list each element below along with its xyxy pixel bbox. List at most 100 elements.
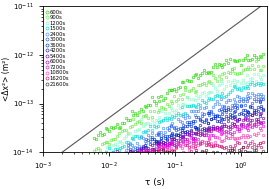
6000s xyxy=(243,118,246,121)
600s xyxy=(219,64,222,66)
3000s xyxy=(262,98,265,101)
21600s xyxy=(195,151,198,153)
900s xyxy=(226,71,230,73)
4200s xyxy=(93,173,96,175)
900s xyxy=(254,60,257,62)
1500s xyxy=(262,83,265,85)
3600s xyxy=(93,169,96,172)
6000s xyxy=(228,128,232,130)
3000s xyxy=(195,116,198,118)
3600s xyxy=(226,108,230,110)
Line: 2400s: 2400s xyxy=(93,92,264,170)
4200s xyxy=(226,117,230,119)
21600s xyxy=(241,146,245,148)
21600s xyxy=(93,159,96,161)
5400s xyxy=(236,120,239,122)
4200s xyxy=(219,121,222,123)
1200s xyxy=(93,157,96,159)
7200s xyxy=(230,132,233,135)
6000s xyxy=(262,120,265,123)
4200s xyxy=(236,119,239,121)
600s xyxy=(236,60,239,63)
10800s xyxy=(95,165,98,167)
900s xyxy=(234,72,237,74)
3600s xyxy=(236,107,239,109)
5400s xyxy=(262,117,265,119)
600s xyxy=(93,137,96,139)
X-axis label: τ (s): τ (s) xyxy=(145,178,165,187)
10800s xyxy=(230,135,233,137)
4200s xyxy=(260,107,263,109)
1200s xyxy=(193,99,196,101)
3600s xyxy=(95,171,98,173)
7200s xyxy=(260,122,263,124)
600s xyxy=(230,68,233,70)
1500s xyxy=(219,94,222,97)
1500s xyxy=(228,91,232,93)
1500s xyxy=(93,161,96,163)
16200s xyxy=(221,145,224,148)
21600s xyxy=(230,149,233,151)
900s xyxy=(225,76,228,78)
6000s xyxy=(93,171,96,173)
1200s xyxy=(217,84,220,86)
4200s xyxy=(97,177,100,180)
5400s xyxy=(228,125,232,127)
16200s xyxy=(95,162,98,164)
10800s xyxy=(262,134,265,136)
16200s xyxy=(195,148,198,151)
16200s xyxy=(262,141,265,143)
1200s xyxy=(234,83,237,85)
2400s xyxy=(262,94,265,97)
21600s xyxy=(115,161,118,163)
1500s xyxy=(236,88,239,90)
900s xyxy=(193,91,196,93)
1500s xyxy=(230,89,233,91)
600s xyxy=(226,62,230,64)
7200s xyxy=(226,131,230,134)
16200s xyxy=(238,142,241,144)
2400s xyxy=(247,92,250,94)
Line: 5400s: 5400s xyxy=(93,111,264,175)
21600s xyxy=(228,149,232,151)
5400s xyxy=(100,173,104,175)
900s xyxy=(262,65,265,67)
16200s xyxy=(93,156,96,159)
5400s xyxy=(195,131,198,134)
2400s xyxy=(195,110,198,112)
600s xyxy=(262,53,265,55)
3000s xyxy=(236,104,239,106)
4200s xyxy=(195,128,198,130)
21600s xyxy=(262,149,265,152)
Legend: 600s, 900s, 1200s, 1500s, 2400s, 3000s, 3600s, 4200s, 5400s, 6000s, 7200s, 10800: 600s, 900s, 1200s, 1500s, 2400s, 3000s, … xyxy=(45,9,70,87)
21600s xyxy=(236,153,239,155)
900s xyxy=(228,72,232,74)
3600s xyxy=(258,101,261,103)
7200s xyxy=(195,142,198,145)
10800s xyxy=(236,137,239,139)
3000s xyxy=(230,106,233,109)
7200s xyxy=(236,127,239,130)
Line: 7200s: 7200s xyxy=(93,122,264,172)
2400s xyxy=(236,95,239,98)
16200s xyxy=(206,140,209,143)
Y-axis label: <Δx²> (m²): <Δx²> (m²) xyxy=(2,57,11,101)
6000s xyxy=(195,132,198,135)
1200s xyxy=(228,84,232,86)
600s xyxy=(228,58,232,60)
5400s xyxy=(93,170,96,173)
7200s xyxy=(93,165,96,167)
Line: 6000s: 6000s xyxy=(93,118,264,174)
3600s xyxy=(262,108,265,110)
16200s xyxy=(232,147,235,149)
2400s xyxy=(93,167,96,169)
1500s xyxy=(226,92,230,95)
600s xyxy=(95,137,98,140)
1500s xyxy=(195,106,198,108)
1200s xyxy=(262,74,265,76)
6000s xyxy=(226,126,230,129)
Line: 3600s: 3600s xyxy=(93,100,264,173)
3000s xyxy=(219,108,222,110)
2400s xyxy=(230,104,233,106)
Line: 21600s: 21600s xyxy=(93,146,264,163)
